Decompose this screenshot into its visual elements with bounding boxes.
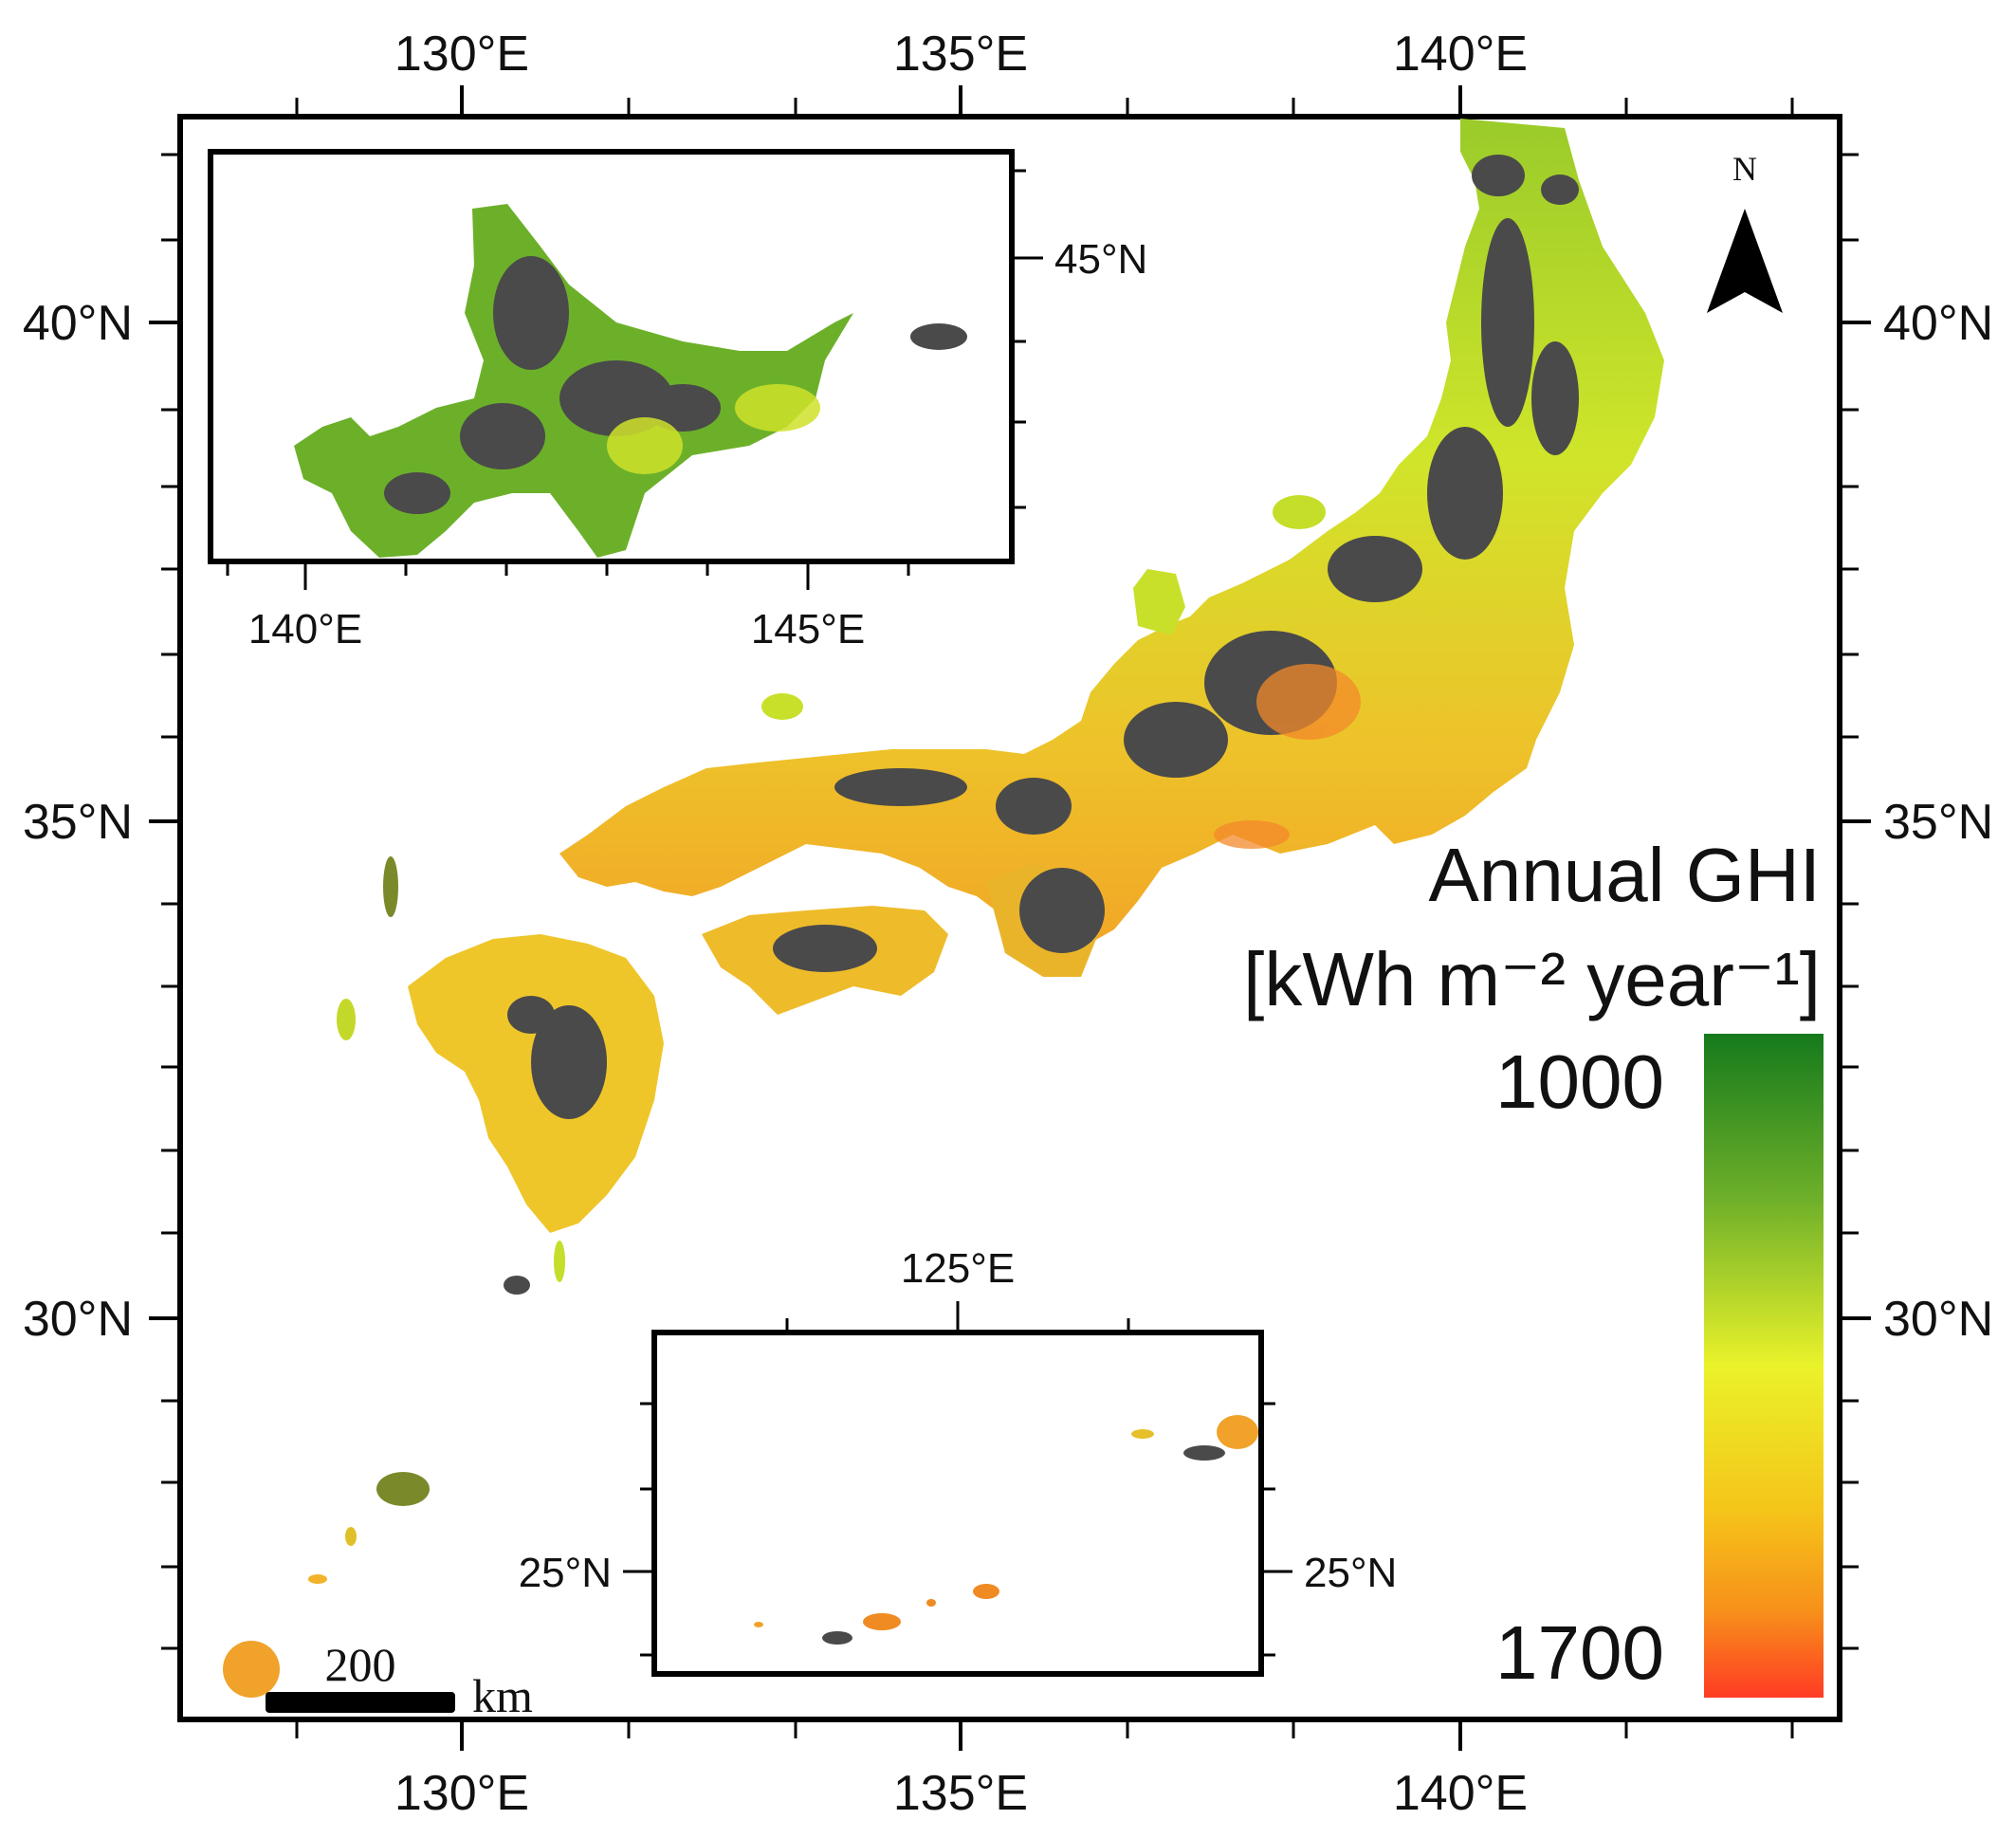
bottom-lon-label-130: 130°E bbox=[394, 1766, 529, 1821]
noto-peninsula bbox=[1133, 569, 1185, 635]
right-lat-label-35: 35°N bbox=[1883, 795, 1993, 850]
left-lat-label-40: 40°N bbox=[23, 296, 133, 351]
north-arrow-label: N bbox=[1732, 150, 1757, 188]
okinawa-lon-label-125: 125°E bbox=[901, 1245, 1015, 1292]
north-arrow-icon bbox=[1707, 209, 1783, 313]
honshu-shape bbox=[559, 119, 1664, 958]
okinawa-left-lat-label-25: 25°N bbox=[519, 1550, 612, 1596]
top-lon-label-140: 140°E bbox=[1393, 27, 1528, 82]
top-lon-label-130: 130°E bbox=[394, 27, 529, 82]
map-frame bbox=[177, 114, 1842, 1722]
okinawa-inset-ticks bbox=[623, 1301, 1292, 1657]
hokkaido-lon-label-140: 140°E bbox=[248, 606, 362, 652]
small-islands bbox=[223, 495, 1326, 1698]
scale-bar-value: 200 bbox=[325, 1638, 396, 1691]
legend-min-label: 1700 bbox=[1495, 1610, 1664, 1695]
north-arrow: N bbox=[1707, 150, 1783, 313]
okinawa-inset-frame bbox=[651, 1330, 1264, 1677]
hokkaido-yellow-zones bbox=[607, 384, 820, 474]
scale-bar-unit: km bbox=[472, 1669, 533, 1722]
left-lat-label-35: 35°N bbox=[23, 795, 133, 850]
hokkaido-lon-label-145: 145°E bbox=[751, 606, 865, 652]
legend-max-label: 1000 bbox=[1495, 1039, 1664, 1124]
legend-title-line1: Annual GHI bbox=[1428, 833, 1821, 917]
bottom-lon-label-135: 135°E bbox=[893, 1766, 1028, 1821]
legend: Annual GHI [kWh m⁻² year⁻¹] 1000 1700 bbox=[1243, 833, 1824, 1698]
no-data-terrain bbox=[507, 155, 1579, 1119]
scale-bar-line bbox=[266, 1692, 455, 1713]
bottom-lon-label-140: 140°E bbox=[1393, 1766, 1528, 1821]
hokkaido-inset: 45°N 140°E 145°E bbox=[208, 149, 1147, 652]
legend-title-line2: [kWh m⁻² year⁻¹] bbox=[1243, 937, 1821, 1021]
scale-bar: 200 km bbox=[266, 1638, 533, 1722]
okinawa-islands bbox=[754, 1415, 1258, 1645]
top-lon-label-135: 135°E bbox=[893, 27, 1028, 82]
right-lat-label-40: 40°N bbox=[1883, 296, 1993, 351]
hokkaido-inset-ticks bbox=[226, 169, 1043, 590]
right-lat-label-30: 30°N bbox=[1883, 1292, 1993, 1347]
okinawa-inset: 125°E 25°N 25°N bbox=[519, 1245, 1397, 1677]
left-lat-label-30: 30°N bbox=[23, 1292, 133, 1347]
okinawa-right-lat-label-25: 25°N bbox=[1304, 1550, 1397, 1596]
legend-colorbar bbox=[1704, 1034, 1824, 1698]
high-ghi-zones bbox=[1214, 664, 1361, 849]
hokkaido-lat-label-45: 45°N bbox=[1054, 236, 1147, 283]
frame-major-ticks bbox=[149, 85, 1871, 1751]
japan-landmass bbox=[223, 119, 1664, 1698]
